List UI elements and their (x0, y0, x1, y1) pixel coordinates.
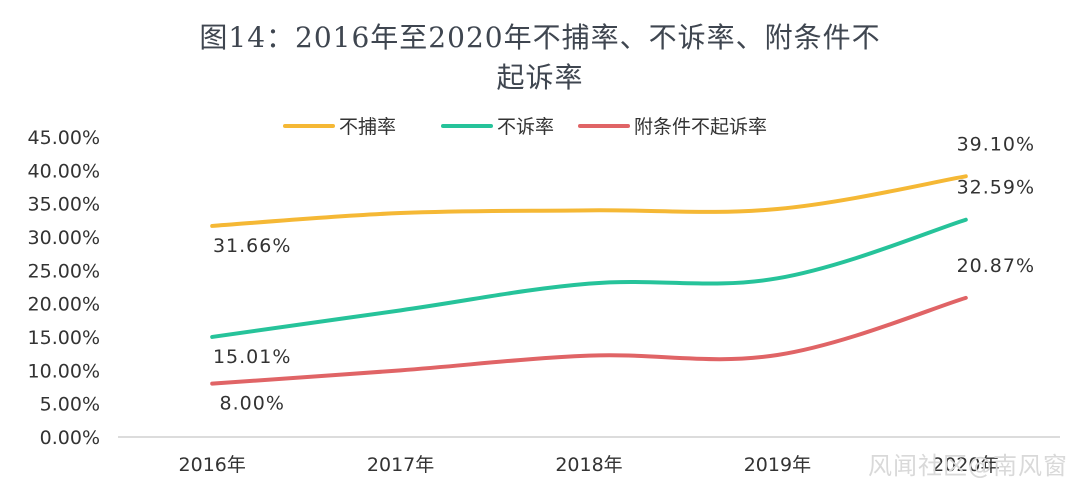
y-tick-label: 25.00% (28, 260, 100, 282)
data-label: 31.66% (213, 235, 291, 257)
x-tick-label: 2017年 (367, 454, 434, 476)
y-tick-label: 15.00% (28, 327, 100, 349)
x-tick-label: 2019年 (744, 454, 811, 476)
y-tick-label: 35.00% (28, 194, 100, 216)
data-label: 8.00% (220, 393, 285, 415)
data-label: 39.10% (957, 133, 1035, 155)
legend-label: 不诉率 (497, 116, 554, 138)
chart-title-line-2: 起诉率 (496, 61, 584, 94)
y-tick-label: 30.00% (28, 227, 100, 249)
data-label: 15.01% (213, 346, 291, 368)
legend-label: 不捕率 (339, 116, 396, 138)
series-line (210, 217, 968, 339)
legend-label: 附条件不起诉率 (634, 116, 767, 138)
x-tick-label: 2016年 (179, 454, 246, 476)
y-tick-label: 20.00% (28, 294, 100, 316)
data-label: 32.59% (957, 177, 1035, 199)
y-tick-label: 10.00% (28, 360, 100, 382)
series-line (210, 174, 968, 228)
y-tick-label: 0.00% (40, 427, 100, 449)
series-line (210, 295, 968, 386)
y-tick-label: 45.00% (28, 127, 100, 149)
watermark-text: 风闻社区@南风窗 (868, 452, 1068, 480)
x-tick-label: 2018年 (555, 454, 622, 476)
data-label: 20.87% (957, 255, 1035, 277)
chart-title-line-1: 图14：2016年至2020年不捕率、不诉率、附条件不 (199, 21, 881, 54)
y-tick-label: 40.00% (28, 160, 100, 182)
y-tick-label: 5.00% (40, 394, 100, 416)
x-tick-label: 2020年 (932, 454, 999, 476)
